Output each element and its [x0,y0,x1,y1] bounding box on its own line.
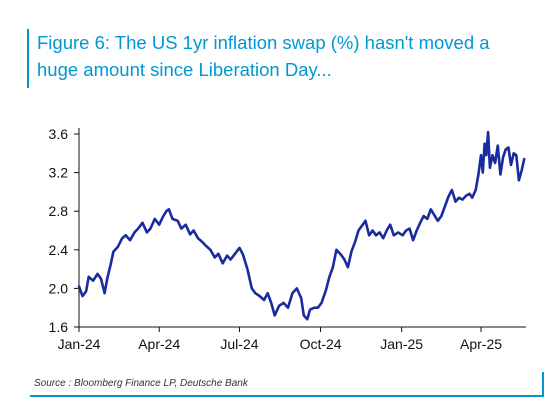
frame-bottom-rule [30,395,544,397]
y-tick-label: 2.4 [49,242,69,258]
x-tick-label: Jul-24 [220,336,258,352]
x-tick-label: Oct-24 [300,336,342,352]
series-line-0 [77,130,526,321]
figure-title-line-2: huge amount since Liberation Day... [37,59,332,80]
x-tick-label: Apr-24 [138,336,180,352]
x-tick-label: Jan-25 [380,336,423,352]
chart-tick-labels: 1.6 2.0 2.4 2.8 3.2 3.6 Jan-24 Apr-24 Jul-24 Oct-… [49,126,503,352]
figure-title-line-1: Figure 6: The US 1yr inflation swap (%) … [37,32,490,53]
chart-plot-area [77,130,526,321]
x-tick-label: Apr-25 [460,336,502,352]
y-tick-label: 2.8 [49,203,69,219]
figure-title: Figure 6: The US 1yr inflation swap (%) … [37,29,547,83]
y-tick-label: 3.6 [49,126,69,142]
title-accent-bar [27,29,29,88]
y-tick-label: 3.2 [49,165,69,181]
y-tick-label: 1.6 [49,319,69,335]
chart-axes [74,128,526,332]
y-tick-label: 2.0 [49,280,69,296]
x-tick-label: Jan-24 [58,336,101,352]
frame-right-rule [542,372,544,396]
source-note: Source : Bloomberg Finance LP, Deutsche … [34,378,248,389]
